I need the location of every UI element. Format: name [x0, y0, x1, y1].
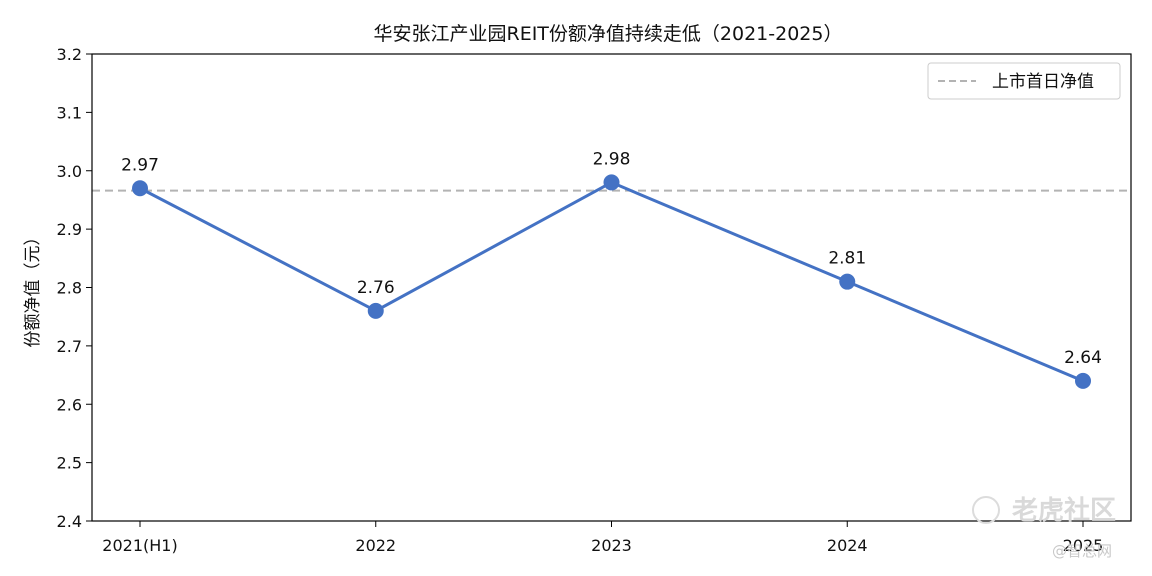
y-tick-label: 3.0: [57, 162, 82, 181]
x-tick-label: 2024: [827, 536, 868, 555]
legend-label-reference: 上市首日净值: [992, 72, 1094, 92]
y-tick-label: 2.9: [57, 220, 82, 239]
y-tick-label: 2.4: [57, 512, 82, 531]
watermark-logo-icon: [972, 496, 1000, 524]
data-label: 2.81: [828, 249, 866, 269]
y-tick-label: 3.1: [57, 103, 82, 122]
y-tick-label: 2.5: [57, 454, 82, 473]
watermark-text: 老虎社区: [1012, 495, 1116, 526]
watermark: 老虎社区 @智总网: [972, 495, 1116, 560]
data-label: 2.76: [357, 278, 395, 298]
x-tick-label: 2025: [1063, 536, 1104, 555]
data-label: 2.64: [1064, 348, 1102, 368]
data-point: [132, 180, 148, 197]
data-point: [603, 174, 620, 191]
y-tick-label: 2.8: [57, 279, 82, 298]
x-tick-label: 2022: [355, 536, 396, 555]
y-tick-label: 2.6: [57, 395, 82, 414]
watermark-subtext: @智总网: [1052, 542, 1112, 560]
data-point: [1075, 372, 1091, 389]
data-point: [367, 302, 384, 319]
y-axis-label: 份额净值（元）: [23, 229, 43, 348]
y-tick-label: 2.7: [57, 337, 82, 356]
chart-title: 华安张江产业园REIT份额净值持续走低（2021-2025）: [374, 23, 843, 45]
y-tick-label: 3.2: [57, 45, 82, 64]
data-point: [839, 273, 856, 290]
data-label: 2.98: [593, 149, 631, 169]
x-tick-label: 2021(H1): [102, 536, 177, 555]
legend: 上市首日净值: [927, 62, 1121, 100]
legend-box: [927, 62, 1121, 100]
plot-frame: [91, 53, 1132, 522]
data-label: 2.97: [121, 155, 159, 175]
x-tick-label: 2023: [591, 536, 632, 555]
series-line: [139, 180, 1084, 383]
